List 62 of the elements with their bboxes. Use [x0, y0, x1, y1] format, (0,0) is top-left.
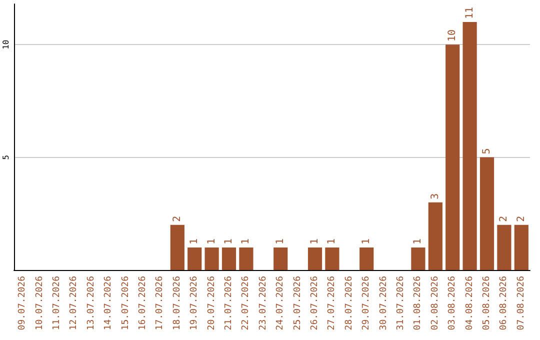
- x-tick-label: 06.08.2026: [499, 276, 510, 330]
- x-tick-label: 11.07.2026: [52, 276, 62, 330]
- x-tick-label: 15.07.2026: [120, 276, 131, 330]
- x-tick-label: 25.07.2026: [292, 276, 303, 330]
- x-tick-label: 09.07.2026: [18, 276, 28, 330]
- x-tick-label: 28.07.2026: [344, 276, 354, 330]
- bar: [480, 157, 494, 270]
- data-label: 3: [430, 193, 441, 200]
- x-tick-label: 21.07.2026: [224, 276, 234, 330]
- bar: [188, 247, 202, 270]
- data-label: 10: [447, 30, 458, 42]
- bar: [222, 247, 236, 270]
- x-tick-label: 24.07.2026: [276, 276, 286, 330]
- data-label: 11: [464, 6, 476, 20]
- data-label: 1: [206, 238, 218, 244]
- bar: [411, 247, 426, 270]
- bar: [446, 44, 460, 270]
- data-label: 2: [172, 216, 183, 222]
- data-label: 1: [361, 238, 372, 244]
- bar: [514, 224, 528, 270]
- x-tick-label: 14.07.2026: [104, 276, 114, 330]
- x-tick-label: 07.08.2026: [516, 276, 526, 330]
- bar: [274, 247, 288, 270]
- data-label: 2: [498, 216, 510, 222]
- x-tick-label: 29.07.2026: [362, 276, 372, 330]
- x-tick-label: 22.07.2026: [241, 276, 252, 330]
- bar: [204, 247, 219, 270]
- data-label: 1: [412, 238, 424, 244]
- x-tick-label: 30.07.2026: [378, 276, 389, 330]
- bar: [170, 224, 184, 270]
- data-label: 1: [240, 238, 252, 244]
- bar: [497, 224, 512, 270]
- data-label: 2: [516, 216, 527, 222]
- data-label: 1: [326, 238, 338, 244]
- bar: [325, 247, 340, 270]
- x-tick-label: 26.07.2026: [310, 276, 320, 330]
- bar: [462, 22, 477, 270]
- bar: [239, 247, 254, 270]
- x-tick-label: 03.08.2026: [448, 276, 458, 330]
- data-label: 1: [224, 238, 234, 244]
- data-label: 1: [275, 238, 286, 244]
- bar: [428, 202, 442, 270]
- data-label: 1: [310, 238, 320, 244]
- x-tick-label: 31.07.2026: [396, 276, 406, 330]
- x-tick-label: 17.07.2026: [155, 276, 166, 330]
- x-tick-label: 16.07.2026: [138, 276, 148, 330]
- x-tick-label: 19.07.2026: [190, 276, 200, 330]
- x-tick-label: 13.07.2026: [86, 276, 96, 330]
- x-tick-label: 05.08.2026: [482, 276, 492, 330]
- x-tick-label: 20.07.2026: [206, 276, 217, 330]
- x-tick-label: 18.07.2026: [172, 276, 182, 330]
- x-tick-label: 04.08.2026: [464, 276, 475, 330]
- x-tick-label: 27.07.2026: [327, 276, 338, 330]
- x-tick-label: 10.07.2026: [34, 276, 45, 330]
- bar: [360, 247, 374, 270]
- data-label: 1: [189, 238, 200, 244]
- x-tick-label: 01.08.2026: [413, 276, 424, 330]
- data-label: 5: [482, 148, 492, 154]
- x-tick-label: 02.08.2026: [430, 276, 440, 330]
- x-tick-label: 12.07.2026: [69, 276, 80, 330]
- x-tick-label: 23.07.2026: [258, 276, 268, 330]
- bar: [308, 247, 322, 270]
